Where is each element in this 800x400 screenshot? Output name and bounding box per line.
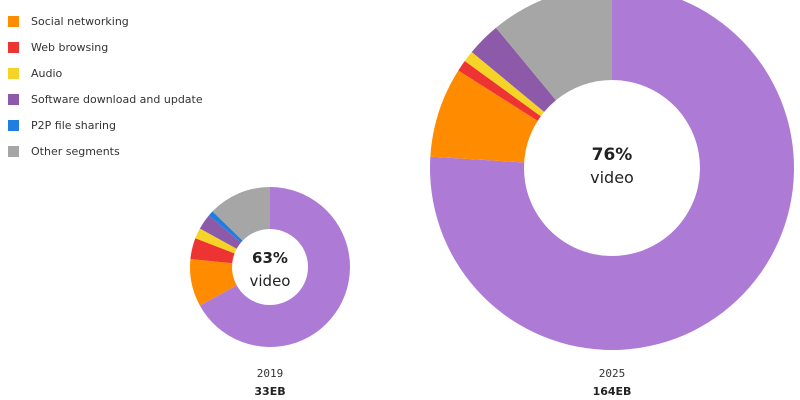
slice-2025-audio [464, 51, 545, 117]
year-label-2019: 2019 [257, 367, 284, 380]
legend-swatch [8, 15, 19, 27]
center-percent-2025: 76% [592, 145, 633, 165]
legend-item-other-segments: Other segments [8, 138, 203, 164]
slice-2019-audio [195, 228, 237, 254]
slice-2019-software-download-and-update [199, 215, 241, 249]
donut-2019 [190, 187, 351, 348]
slice-2025-web-browsing [458, 61, 541, 121]
legend-item-audio: Audio [8, 60, 203, 86]
slice-2019-p2p-file-sharing [208, 211, 243, 243]
center-percent-2019: 63% [252, 249, 288, 267]
legend-swatch [8, 41, 19, 53]
slice-2025-video [430, 0, 794, 350]
legend-item-p2p-file-sharing: P2P file sharing [8, 112, 203, 138]
year-label-2025: 2025 [599, 367, 626, 380]
slice-2019-web-browsing [190, 238, 235, 264]
donut-2025 [430, 0, 794, 350]
slice-2025-software-download-and-update [471, 27, 556, 112]
legend-item-social-networking: Social networking [8, 8, 203, 34]
legend-item-software-download: Software download and update [8, 86, 203, 112]
legend-label: Social networking [31, 14, 129, 28]
legend-label: Software download and update [31, 92, 203, 106]
total-label-2019: 33EB [254, 385, 285, 398]
legend-label: P2P file sharing [31, 118, 116, 132]
legend-label: Other segments [31, 144, 120, 158]
legend-swatch [8, 145, 19, 157]
legend-label: Web browsing [31, 40, 109, 54]
legend-swatch [8, 93, 19, 105]
center-word-2019: video [250, 272, 291, 290]
legend: Social networking Web browsing Audio Sof… [8, 8, 203, 164]
center-word-2025: video [590, 168, 634, 187]
legend-swatch [8, 119, 19, 131]
slice-2025-social-networking [430, 70, 538, 163]
legend-item-web-browsing: Web browsing [8, 34, 203, 60]
slice-2019-video [199, 187, 351, 348]
legend-label: Audio [31, 66, 63, 80]
slice-2019-other-segments [212, 187, 270, 241]
legend-swatch [8, 67, 19, 79]
slice-2019-social-networking [190, 258, 237, 306]
slice-2025-other-segments [495, 0, 612, 101]
total-label-2025: 164EB [593, 385, 632, 398]
